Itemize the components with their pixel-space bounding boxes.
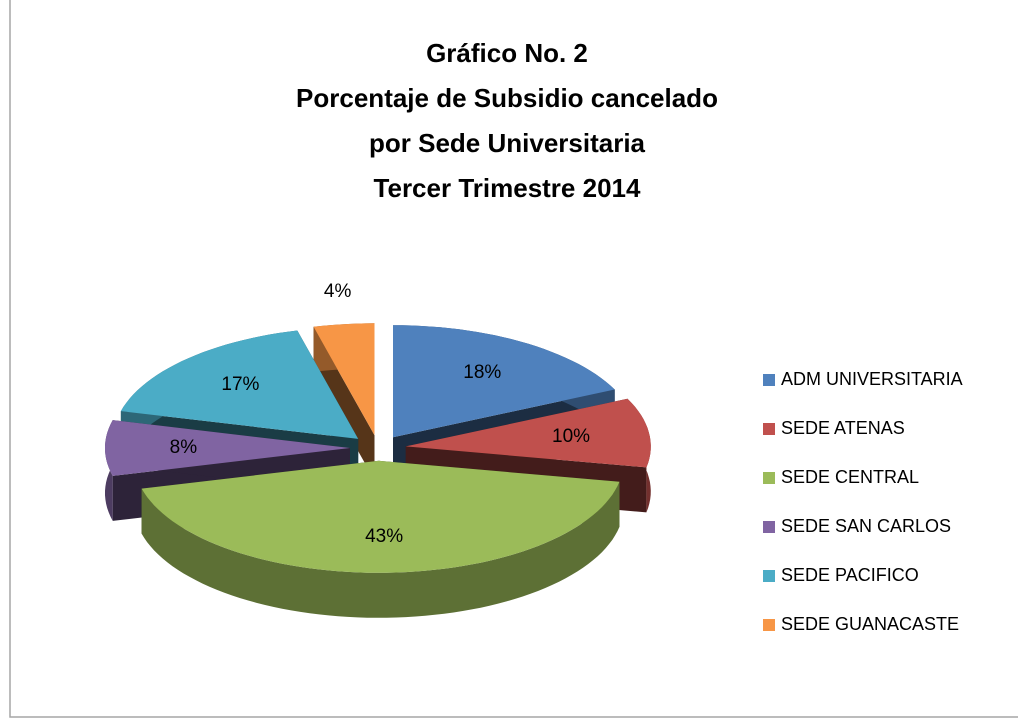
- slice: [313, 323, 375, 436]
- data-label: 17%: [221, 374, 259, 395]
- legend-swatch: [763, 570, 775, 582]
- slice: [405, 398, 651, 468]
- data-label: 18%: [463, 362, 501, 383]
- slice: [120, 330, 359, 439]
- legend: ADM UNIVERSITARIA SEDE ATENAS SEDE CENTRAL…: [763, 369, 963, 634]
- title-line: Porcentaje de Subsidio cancelado: [296, 83, 718, 113]
- slice: [105, 420, 350, 476]
- legend-swatch: [763, 472, 775, 484]
- legend-label: SEDE ATENAS: [781, 418, 905, 438]
- data-label: 8%: [170, 437, 198, 458]
- data-label: 43%: [365, 526, 403, 547]
- slice-wall: [141, 481, 620, 618]
- legend-label: SEDE PACIFICO: [781, 565, 919, 585]
- legend-label: SEDE GUANACASTE: [781, 614, 959, 634]
- legend-swatch: [763, 374, 775, 386]
- legend-swatch: [763, 521, 775, 533]
- legend-swatch: [763, 619, 775, 631]
- pie: 18% 10% 43% 8% 17% 4%: [105, 281, 651, 618]
- legend-label: SEDE CENTRAL: [781, 467, 919, 487]
- title-line: Gráfico No. 2: [426, 38, 588, 68]
- slice: [141, 460, 620, 573]
- title-line: por Sede Universitaria: [369, 128, 646, 158]
- title-line: Tercer Trimestre 2014: [374, 173, 641, 203]
- legend-swatch: [763, 423, 775, 435]
- legend-label: SEDE SAN CARLOS: [781, 516, 951, 536]
- data-label: 10%: [552, 426, 590, 447]
- slice: [393, 325, 615, 438]
- legend-label: ADM UNIVERSITARIA: [781, 369, 963, 389]
- data-label: 4%: [324, 281, 352, 302]
- chart-title: Gráfico No. 2 Porcentaje de Subsidio canc…: [296, 38, 718, 203]
